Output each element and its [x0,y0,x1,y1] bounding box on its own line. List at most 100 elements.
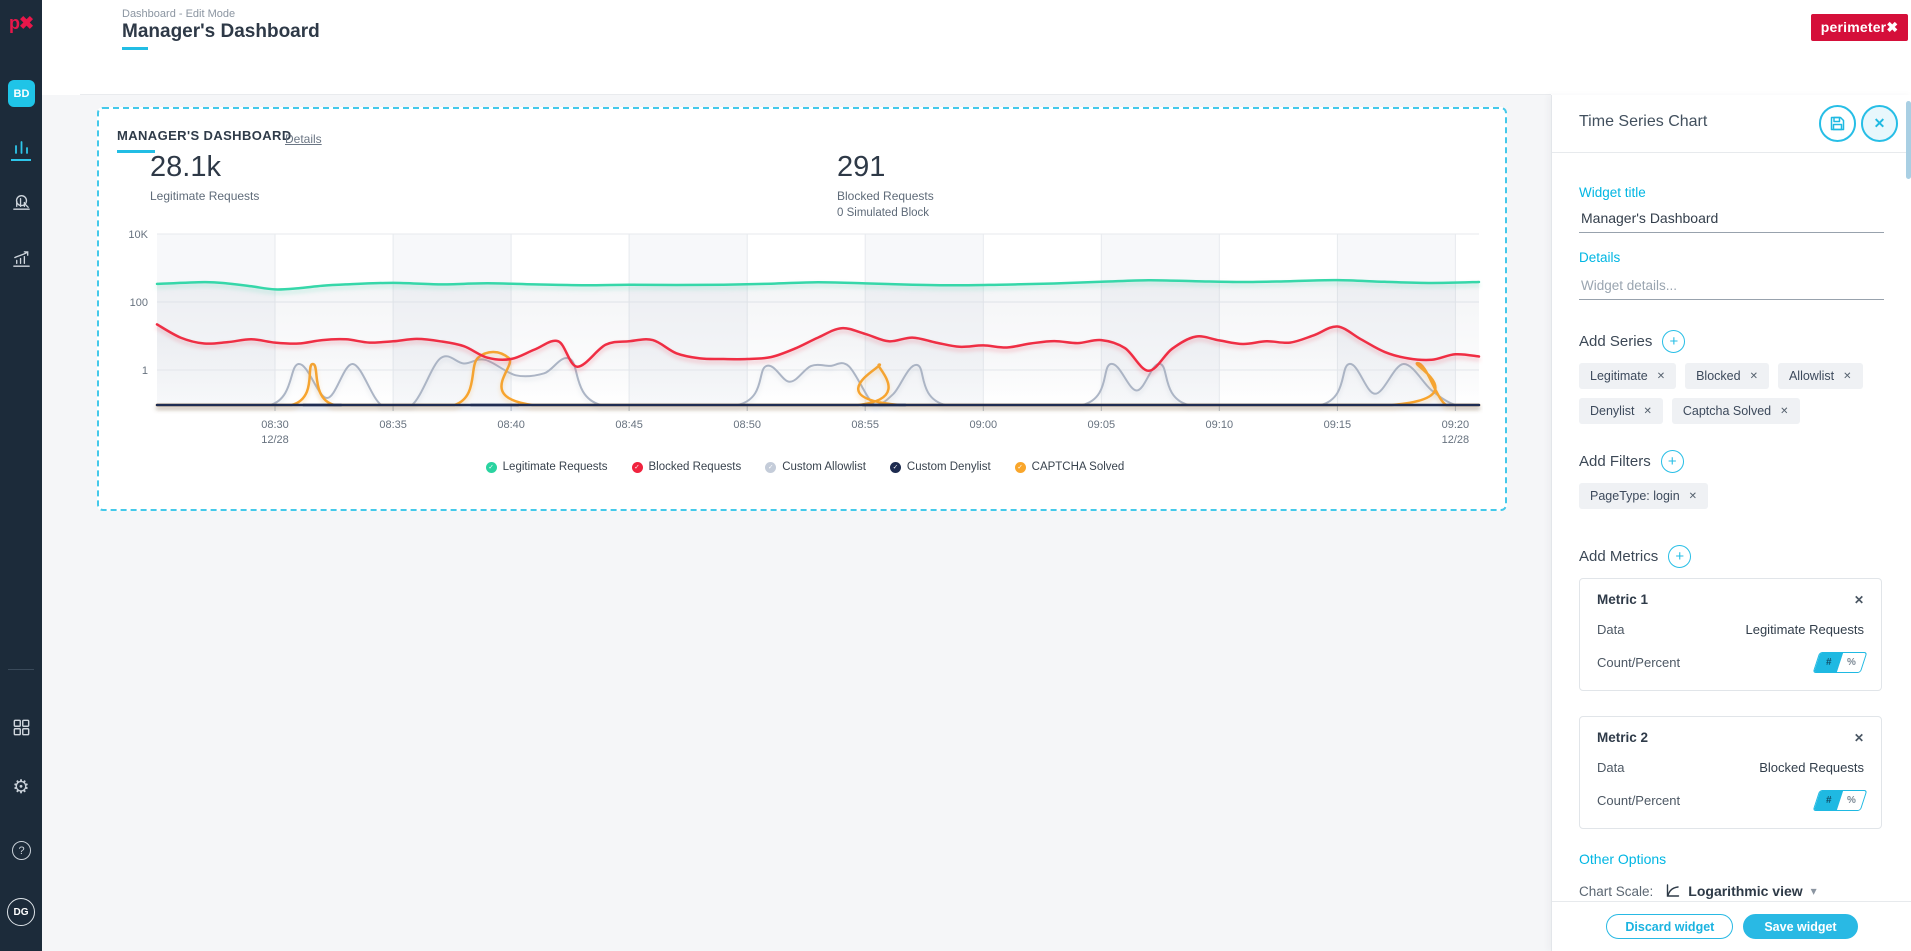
svg-text:09:00: 09:00 [970,419,998,431]
svg-text:09:05: 09:05 [1088,419,1116,431]
add-filters-row: Add Filters + [1579,450,1882,473]
series-chip-label: Denylist [1590,404,1635,418]
filter-chip[interactable]: PageType: login ✕ [1579,483,1709,509]
legend-item[interactable]: ✓ Custom Denylist [889,461,991,473]
metric-card-2: Metric 2 ✕ Data Blocked Requests Count/P… [1579,716,1882,829]
percent-option[interactable]: % [1847,657,1856,668]
timeseries-widget-card[interactable]: MANAGER'S DASHBOARD Details 28.1k Legiti… [97,107,1507,511]
widget-title-underline [117,150,155,153]
series-line [155,278,1481,291]
remove-metric-icon[interactable]: ✕ [1853,730,1864,745]
svg-text:12/28: 12/28 [1442,434,1470,446]
chart-scale-label: Chart Scale: [1579,883,1654,899]
legend-label: CAPTCHA Solved [1031,461,1125,473]
svg-text:1: 1 [142,365,148,377]
settings-gear-icon[interactable]: ⚙ [12,777,30,798]
save-widget-icon-button[interactable] [1819,105,1856,142]
px-logo[interactable]: p✖ [8,13,34,33]
svg-text:08:50: 08:50 [733,419,761,431]
remove-chip-icon[interactable]: ✕ [1749,370,1758,382]
chart-legend: ✓ Legitimate Requests ✓ Blocked Requests ✓ Cu… [127,461,1483,473]
sidebar: p✖ BD [0,0,42,951]
widget-details-input[interactable] [1579,277,1884,300]
apps-grid-icon[interactable] [11,717,32,738]
widget-edit-panel: Time Series Chart ✕ Widget title Details [1551,95,1911,951]
remove-chip-icon[interactable]: ✕ [1643,405,1652,417]
stat-legitimate: 28.1k Legitimate Requests [150,151,259,203]
add-series-icon[interactable]: + [1662,330,1686,353]
svg-text:08:35: 08:35 [379,419,407,431]
page-title: Manager's Dashboard [122,21,320,42]
percent-option[interactable]: % [1847,795,1856,806]
close-panel-button[interactable]: ✕ [1861,105,1898,142]
stat-blocked: 291 Blocked Requests 0 Simulated Block [837,151,934,219]
panel-body: Widget title Details Add Series + Legiti… [1579,153,1884,899]
stat-value: 28.1k [150,151,221,183]
add-filter-icon[interactable]: + [1660,450,1684,473]
count-percent-toggle[interactable]: # % [1812,652,1868,673]
user-avatar[interactable]: DG [7,898,35,926]
legend-item[interactable]: ✓ Custom Allowlist [765,461,866,473]
metric-data-value[interactable]: Legitimate Requests [1745,622,1864,637]
perimeterx-logo[interactable]: perimeter✖ [1811,14,1908,41]
add-metric-icon[interactable]: + [1668,545,1692,568]
timeseries-chart[interactable]: 10K 100 1 08:30 12/28 08:35 08:40 08:45 08:50 08:… [127,221,1483,455]
help-icon[interactable]: ? [12,841,31,860]
metric-title: Metric 1 [1597,592,1649,607]
discard-widget-button[interactable]: Discard widget [1606,914,1734,939]
legend-label: Legitimate Requests [502,461,608,473]
legend-item[interactable]: ✓ CAPTCHA Solved [1014,461,1125,473]
metric-data-label: Data [1597,760,1625,775]
widget-details-link[interactable]: Details [285,132,322,146]
metric-data-value[interactable]: Blocked Requests [1759,760,1864,775]
series-chip[interactable]: Denylist ✕ [1579,398,1663,424]
legend-item[interactable]: ✓ Legitimate Requests [485,461,608,473]
remove-chip-icon[interactable]: ✕ [1688,490,1698,502]
count-percent-toggle[interactable]: # % [1812,790,1868,811]
investigation-icon[interactable] [11,193,32,214]
topbar-divider [80,94,1551,95]
active-nav-indicator [11,159,31,161]
panel-scrollbar-thumb[interactable] [1906,101,1911,179]
stat-label: Blocked Requests [837,189,934,203]
series-chip[interactable]: Blocked ✕ [1685,363,1769,389]
panel-header: Time Series Chart ✕ [1552,95,1911,152]
widget-title-input[interactable] [1579,210,1884,233]
panel-title: Time Series Chart [1579,113,1708,130]
metric-title: Metric 2 [1597,730,1649,745]
legend-marker-icon: ✓ [1014,461,1026,473]
dashboard-canvas: MANAGER'S DASHBOARD Details 28.1k Legiti… [42,95,1551,951]
remove-chip-icon[interactable]: ✕ [1843,370,1852,382]
chart-scale-caret-icon[interactable]: ▾ [1810,884,1817,898]
series-chip[interactable]: Captcha Solved ✕ [1671,398,1800,424]
remove-chip-icon[interactable]: ✕ [1656,370,1666,382]
series-chip[interactable]: Legitimate ✕ [1579,363,1677,389]
add-metrics-label: Add Metrics [1579,548,1659,565]
add-metrics-row: Add Metrics + [1579,545,1882,568]
dashboards-icon[interactable] [11,137,32,158]
page-title-underline [122,47,148,50]
svg-text:08:55: 08:55 [851,419,879,431]
legend-marker-icon: ✓ [765,461,777,473]
series-chip[interactable]: Allowlist ✕ [1777,363,1863,389]
legend-item[interactable]: ✓ Blocked Requests [631,461,741,473]
save-widget-button[interactable]: Save widget [1743,914,1858,939]
metric-toggle-label: Count/Percent [1597,655,1681,670]
details-label: Details [1579,250,1621,265]
panel-footer: Discard widget Save widget [1552,901,1911,951]
legend-marker-icon: ✓ [631,461,643,473]
svg-text:12/28: 12/28 [261,434,289,446]
filter-chip-label: PageType: login [1590,489,1680,503]
log-scale-icon [1667,884,1680,897]
chart-scale-value[interactable]: Logarithmic view [1688,883,1803,899]
svg-text:09:10: 09:10 [1206,419,1234,431]
other-options-label: Other Options [1579,851,1667,867]
add-series-label: Add Series [1579,333,1653,350]
workspace-badge[interactable]: BD [8,80,35,107]
svg-text:10K: 10K [128,229,148,241]
remove-metric-icon[interactable]: ✕ [1853,592,1864,607]
trends-icon[interactable] [11,249,32,270]
stat-sublabel: 0 Simulated Block [837,207,930,219]
stat-label: Legitimate Requests [150,189,260,203]
remove-chip-icon[interactable]: ✕ [1780,405,1789,417]
